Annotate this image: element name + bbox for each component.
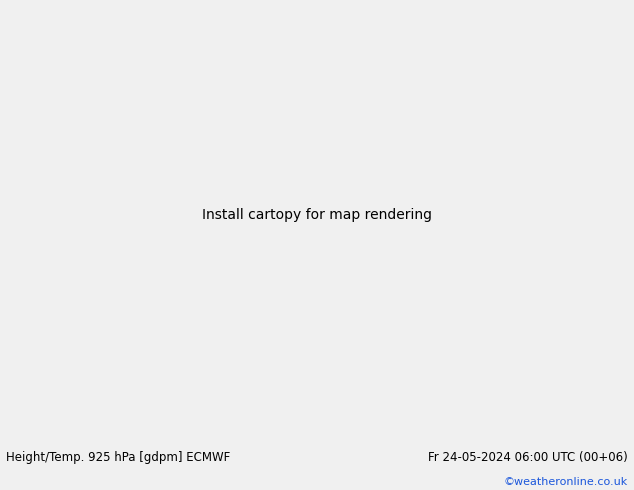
Text: ©weatheronline.co.uk: ©weatheronline.co.uk <box>503 477 628 488</box>
Text: Fr 24-05-2024 06:00 UTC (00+06): Fr 24-05-2024 06:00 UTC (00+06) <box>428 451 628 465</box>
Text: Install cartopy for map rendering: Install cartopy for map rendering <box>202 208 432 222</box>
Text: Height/Temp. 925 hPa [gdpm] ECMWF: Height/Temp. 925 hPa [gdpm] ECMWF <box>6 451 231 465</box>
